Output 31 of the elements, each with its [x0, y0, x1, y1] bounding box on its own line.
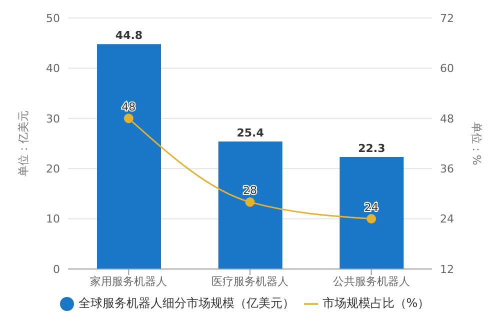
data-label: 25.4 — [236, 126, 264, 140]
x-tick-label: 公共服务机器人 — [332, 274, 410, 288]
point — [245, 197, 255, 207]
y-tick-label: 30 — [46, 112, 60, 126]
bar — [97, 44, 161, 269]
y-tick-label: 0 — [53, 262, 60, 276]
data-label: 48 — [122, 100, 136, 114]
legend-label: 全球服务机器人细分市场规模（亿美元） — [78, 296, 294, 310]
data-label: 24 — [364, 200, 378, 214]
y2-tick-label: 72 — [440, 12, 454, 25]
y2-tick-label: 36 — [440, 162, 454, 176]
data-label: 22.3 — [358, 142, 386, 156]
y2-tick-label: 24 — [440, 212, 454, 226]
y2-tick-label: 12 — [440, 262, 454, 276]
y-tick-label: 50 — [46, 12, 60, 25]
data-label: 28 — [243, 184, 257, 198]
y2-tick-label: 60 — [440, 62, 454, 76]
y-tick-label: 10 — [46, 212, 60, 226]
legend-label: 市场规模占比（%） — [322, 296, 430, 310]
bar — [218, 141, 282, 269]
point — [124, 114, 134, 124]
y-tick-label: 40 — [46, 62, 60, 76]
point — [366, 214, 376, 224]
y-axis-title: 单位：亿美元 — [16, 110, 30, 176]
data-label: 44.8 — [115, 29, 143, 42]
y2-axis-title: 单位：% — [470, 122, 484, 166]
y2-tick-label: 48 — [440, 112, 454, 126]
x-tick-label: 家用服务机器人 — [90, 274, 168, 288]
x-tick-label: 医疗服务机器人 — [212, 274, 288, 288]
bar — [340, 157, 404, 269]
y-tick-label: 20 — [46, 162, 60, 176]
